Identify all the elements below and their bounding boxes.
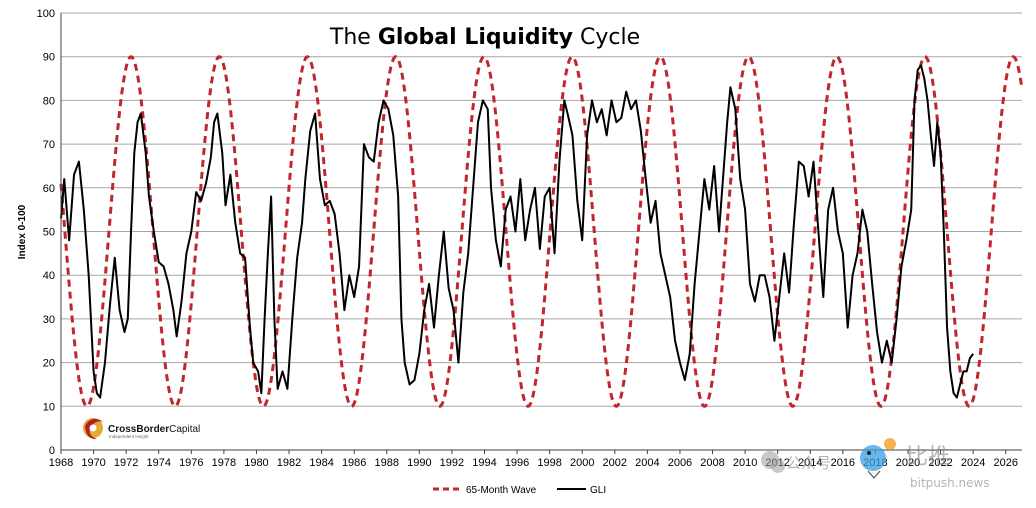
x-tick-label-2006: 2006 [668, 457, 692, 469]
x-tick-label-1988: 1988 [375, 457, 399, 469]
x-tick-label-1968: 1968 [49, 457, 73, 469]
gridlines [61, 12, 1022, 407]
y-tick-label-90: 90 [43, 52, 55, 64]
x-tick-label-1994: 1994 [472, 457, 496, 469]
y-axis-label: Index 0-100 [17, 204, 28, 259]
watermark-cn-right: 比推 [906, 445, 950, 470]
legend-wave-label: 65-Month Wave [466, 485, 537, 496]
legend-gli-label: GLI [590, 485, 606, 496]
x-tick-label-2010: 2010 [733, 457, 757, 469]
x-tick-label-2002: 2002 [603, 457, 627, 469]
title-prefix: The [329, 25, 378, 50]
x-tick-label-2022: 2022 [928, 457, 952, 469]
title-suffix: Cycle [573, 25, 640, 50]
y-tick-label-50: 50 [43, 227, 55, 239]
x-tick-label-1984: 1984 [309, 457, 333, 469]
y-tick-label-10: 10 [43, 401, 55, 413]
x-tick-label-1992: 1992 [440, 457, 464, 469]
watermark: 公众号 比推 bitpush.news [761, 438, 990, 490]
logo-name-rest: Capital [169, 424, 200, 435]
x-tick-label-1974: 1974 [146, 457, 170, 469]
gli-series [60, 64, 974, 399]
y-tick-label-60: 60 [43, 183, 55, 195]
x-tick-label-1976: 1976 [179, 457, 203, 469]
x-tick-label-1978: 1978 [212, 457, 236, 469]
legend: 65-Month Wave GLI [433, 485, 606, 496]
x-tick-label-1996: 1996 [505, 457, 529, 469]
y-tick-label-30: 30 [43, 314, 55, 326]
x-tick-label-1972: 1972 [114, 457, 138, 469]
y-tick-label-0: 0 [49, 445, 55, 457]
logo-name: CrossBorderCapital [108, 424, 200, 435]
watermark-domain: bitpush.news [910, 476, 990, 490]
x-tick-label-2014: 2014 [798, 457, 822, 469]
x-tick-label-2024: 2024 [961, 457, 985, 469]
x-tick-label-2026: 2026 [993, 457, 1017, 469]
x-tick-label-1980: 1980 [244, 457, 268, 469]
x-tick-label-2004: 2004 [635, 457, 659, 469]
y-tick-label-100: 100 [37, 8, 55, 20]
wave-line [59, 55, 1024, 408]
x-tick-label-1998: 1998 [537, 457, 561, 469]
y-tick-label-20: 20 [43, 358, 55, 370]
wechat-icon [761, 451, 785, 473]
logo-name-bold: CrossBorder [108, 424, 169, 435]
crossborder-logo: CrossBorderCapital Independent Insight [83, 418, 200, 440]
title-bold: Global Liquidity [378, 25, 573, 50]
chart-title: The Global Liquidity Cycle [329, 25, 640, 50]
watermark-cn-left: 公众号 [786, 454, 831, 472]
gli-line [60, 64, 974, 399]
x-tick-label-1990: 1990 [407, 457, 431, 469]
x-tick-label-2016: 2016 [831, 457, 855, 469]
x-tick-label-1982: 1982 [277, 457, 301, 469]
y-tick-label-40: 40 [43, 270, 55, 282]
x-tick-label-2008: 2008 [700, 457, 724, 469]
bird-mascot-icon [860, 438, 896, 479]
y-tick-label-80: 80 [43, 95, 55, 107]
x-tick-label-2000: 2000 [570, 457, 594, 469]
x-tick-label-2020: 2020 [896, 457, 920, 469]
x-tick-label-1986: 1986 [342, 457, 366, 469]
y-tick-label-70: 70 [43, 139, 55, 151]
axes: 0 10 20 30 40 50 60 70 80 90 100 1968 1970 1972 1974 19… [37, 8, 1022, 469]
wave-series [59, 55, 1024, 408]
x-tick-label-1970: 1970 [81, 457, 105, 469]
crossborder-swirl-icon [83, 418, 103, 440]
logo-tagline: Independent Insight [109, 434, 149, 439]
